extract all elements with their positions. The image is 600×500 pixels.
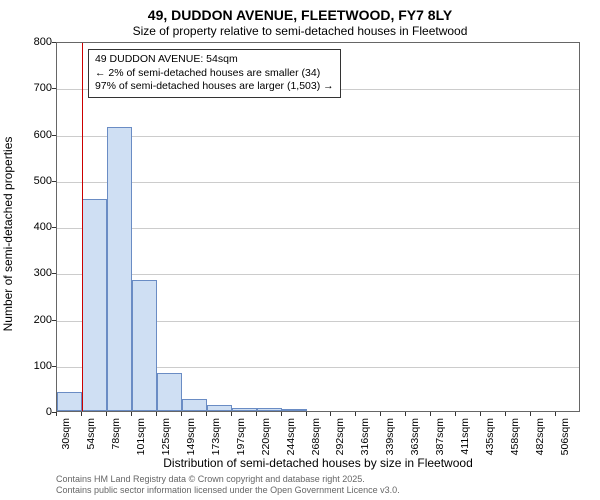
- x-tick-label: 268sqm: [310, 418, 322, 455]
- chart-title: 49, DUDDON AVENUE, FLEETWOOD, FY7 8LY: [0, 0, 600, 24]
- x-tick-mark: [181, 412, 182, 416]
- plot-area: 49 DUDDON AVENUE: 54sqm← 2% of semi-deta…: [56, 42, 580, 412]
- x-tick-mark: [156, 412, 157, 416]
- y-tick-label: 600: [8, 129, 52, 141]
- x-tick-label: 316sqm: [359, 418, 371, 455]
- annotation-line1: 49 DUDDON AVENUE: 54sqm: [95, 53, 334, 67]
- annotation-line3: 97% of semi-detached houses are larger (…: [95, 80, 334, 94]
- gridline: [57, 274, 579, 275]
- x-tick-label: 101sqm: [135, 418, 147, 455]
- y-tick-label: 200: [8, 314, 52, 326]
- x-tick-mark: [505, 412, 506, 416]
- x-tick-label: 220sqm: [260, 418, 272, 455]
- y-tick-label: 100: [8, 360, 52, 372]
- histogram-bar: [132, 280, 157, 411]
- histogram-bar: [57, 392, 82, 411]
- x-tick-mark: [405, 412, 406, 416]
- gridline: [57, 182, 579, 183]
- x-tick-label: 54sqm: [85, 418, 97, 450]
- x-tick-label: 125sqm: [160, 418, 172, 455]
- x-tick-mark: [206, 412, 207, 416]
- x-tick-mark: [256, 412, 257, 416]
- x-tick-mark: [106, 412, 107, 416]
- annotation-box: 49 DUDDON AVENUE: 54sqm← 2% of semi-deta…: [88, 49, 341, 98]
- histogram-bar: [157, 373, 182, 411]
- y-tick-label: 500: [8, 175, 52, 187]
- x-tick-mark: [480, 412, 481, 416]
- y-tick-label: 400: [8, 221, 52, 233]
- x-tick-label: 458sqm: [509, 418, 521, 455]
- x-tick-label: 78sqm: [110, 418, 122, 450]
- x-tick-mark: [455, 412, 456, 416]
- x-tick-mark: [380, 412, 381, 416]
- x-tick-label: 435sqm: [484, 418, 496, 455]
- gridline: [57, 136, 579, 137]
- y-tick-label: 700: [8, 82, 52, 94]
- footer-attribution: Contains HM Land Registry data © Crown c…: [56, 474, 400, 496]
- x-tick-mark: [281, 412, 282, 416]
- x-axis-title: Distribution of semi-detached houses by …: [56, 456, 580, 470]
- chart-subtitle: Size of property relative to semi-detach…: [0, 24, 600, 40]
- x-tick-label: 482sqm: [534, 418, 546, 455]
- histogram-bar: [182, 399, 207, 411]
- property-marker-line: [82, 43, 83, 411]
- x-tick-label: 506sqm: [559, 418, 571, 455]
- histogram-bar: [207, 405, 232, 411]
- x-tick-mark: [131, 412, 132, 416]
- x-tick-label: 244sqm: [285, 418, 297, 455]
- x-tick-mark: [330, 412, 331, 416]
- y-tick-label: 300: [8, 267, 52, 279]
- x-tick-label: 363sqm: [409, 418, 421, 455]
- x-tick-mark: [306, 412, 307, 416]
- histogram-bar: [282, 409, 307, 411]
- x-tick-label: 173sqm: [210, 418, 222, 455]
- y-tick-label: 800: [8, 36, 52, 48]
- annotation-line2: ← 2% of semi-detached houses are smaller…: [95, 67, 334, 81]
- histogram-bar: [107, 127, 132, 411]
- x-tick-mark: [81, 412, 82, 416]
- x-tick-label: 339sqm: [384, 418, 396, 455]
- histogram-bar: [232, 408, 257, 411]
- footer-line2: Contains public sector information licen…: [56, 485, 400, 496]
- x-tick-mark: [555, 412, 556, 416]
- histogram-bar: [257, 408, 282, 411]
- x-tick-mark: [355, 412, 356, 416]
- y-tick-label: 0: [8, 406, 52, 418]
- histogram-bar: [82, 199, 107, 411]
- x-tick-label: 292sqm: [334, 418, 346, 455]
- x-tick-label: 387sqm: [434, 418, 446, 455]
- x-tick-mark: [530, 412, 531, 416]
- x-tick-label: 149sqm: [185, 418, 197, 455]
- x-tick-label: 411sqm: [459, 418, 471, 455]
- x-tick-mark: [231, 412, 232, 416]
- x-tick-label: 30sqm: [60, 418, 72, 450]
- footer-line1: Contains HM Land Registry data © Crown c…: [56, 474, 400, 485]
- x-tick-mark: [56, 412, 57, 416]
- x-tick-label: 197sqm: [235, 418, 247, 455]
- gridline: [57, 228, 579, 229]
- y-axis-title: Number of semi-detached properties: [1, 137, 15, 332]
- chart-container: 49, DUDDON AVENUE, FLEETWOOD, FY7 8LY Si…: [0, 0, 600, 500]
- x-tick-mark: [430, 412, 431, 416]
